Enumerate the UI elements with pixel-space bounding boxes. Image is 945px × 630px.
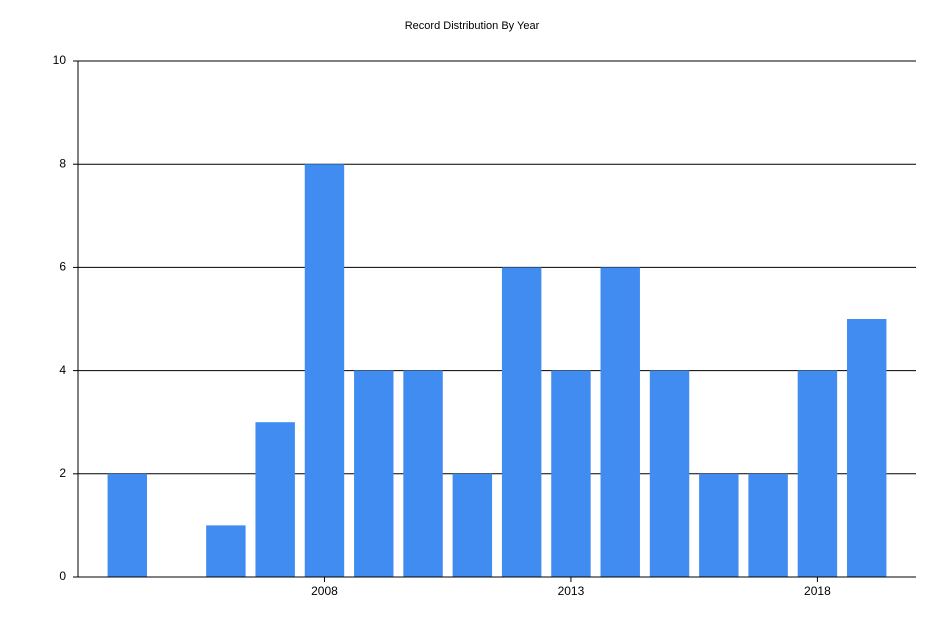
chart-title: Record Distribution By Year xyxy=(405,20,540,32)
y-tick-label: 10 xyxy=(53,53,67,67)
bar xyxy=(255,422,295,577)
x-tick-label: 2008 xyxy=(311,584,338,598)
x-tick-label: 2018 xyxy=(804,584,831,598)
bar xyxy=(206,525,246,577)
bar xyxy=(797,370,838,577)
y-tick-label: 4 xyxy=(59,363,66,377)
bar xyxy=(551,370,591,577)
x-tick-label: 2013 xyxy=(558,584,585,598)
bar xyxy=(107,473,148,577)
bar xyxy=(846,319,887,577)
bar xyxy=(452,473,493,577)
bar xyxy=(748,473,788,577)
y-tick-label: 8 xyxy=(59,156,66,170)
bar xyxy=(304,164,345,577)
bar xyxy=(501,267,542,577)
bar xyxy=(600,267,640,577)
bar xyxy=(699,473,739,577)
bar xyxy=(649,370,690,577)
y-tick-label: 0 xyxy=(59,569,66,583)
bar xyxy=(354,370,394,577)
y-tick-label: 6 xyxy=(59,260,66,274)
bar xyxy=(403,370,443,577)
y-tick-label: 2 xyxy=(59,466,66,480)
